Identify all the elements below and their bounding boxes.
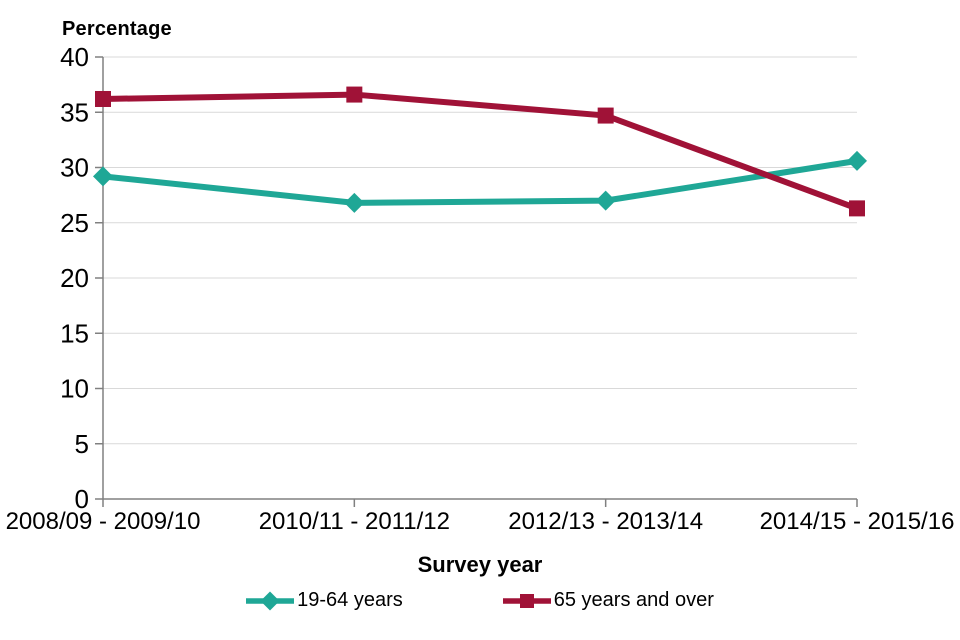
- data-point-marker: [344, 192, 365, 213]
- y-tick-label: 0: [75, 484, 89, 514]
- data-point-marker: [95, 90, 111, 107]
- data-point-marker: [93, 166, 113, 187]
- y-tick-label: 35: [60, 97, 89, 127]
- series-line-0: [102, 157, 858, 206]
- y-tick-label: 40: [60, 42, 89, 72]
- data-point-marker: [847, 150, 867, 171]
- x-tick-label: 2012/13 - 2013/14: [508, 508, 703, 535]
- x-tick-label: 2014/15 - 2015/16: [760, 508, 955, 535]
- y-tick-label: 30: [60, 153, 89, 183]
- data-point-marker: [595, 190, 616, 211]
- series-line-1: [102, 91, 859, 212]
- legend: 19-64 years 65 years and over: [0, 589, 960, 612]
- legend-label: 65 years and over: [553, 589, 714, 611]
- legend-item-19-64-years: 19-64 years: [246, 589, 403, 612]
- y-tick-label: 10: [60, 374, 89, 404]
- y-tick-label: 25: [60, 208, 89, 238]
- y-tick-label: 20: [60, 263, 89, 293]
- data-point-marker: [346, 86, 363, 103]
- x-axis-title: Survey year: [417, 552, 543, 577]
- data-point-marker: [849, 200, 865, 217]
- legend-marker-square-icon: [502, 593, 551, 608]
- y-axis-title: Percentage: [62, 18, 172, 40]
- legend-label: 19-64 years: [297, 589, 403, 611]
- legend-marker-diamond-icon: [246, 591, 295, 610]
- y-tick-label: 15: [60, 318, 89, 348]
- y-tick-label: 5: [75, 429, 89, 459]
- data-point-marker: [597, 107, 614, 124]
- x-tick-label: 2010/11 - 2011/12: [259, 508, 450, 535]
- x-tick-label: 2008/09 - 2009/10: [6, 508, 201, 535]
- plot-area: 0 5 10 15 20 25 30 35 40 2008/09 - 2009/10 2010/11…: [6, 42, 955, 535]
- legend-item-65-years-and-over: 65 years and over: [502, 589, 714, 612]
